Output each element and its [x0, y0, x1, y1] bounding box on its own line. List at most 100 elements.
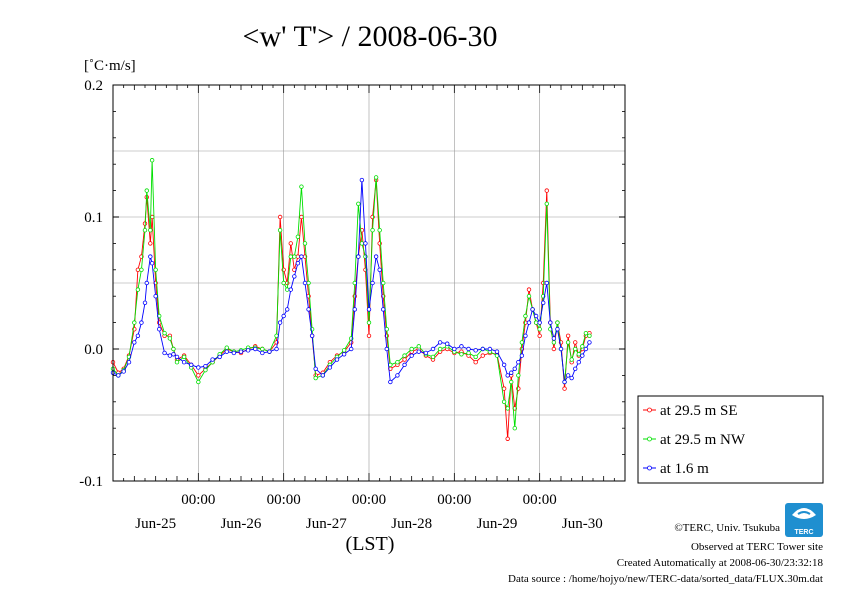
data-point — [224, 345, 229, 350]
data-point — [210, 357, 215, 362]
data-point — [544, 280, 549, 286]
data-point — [313, 375, 318, 381]
data-point — [430, 354, 436, 360]
data-point — [505, 373, 510, 378]
data-point — [142, 300, 148, 305]
footer-observed: Observed at TERC Tower site — [691, 541, 823, 553]
data-point — [505, 436, 510, 441]
data-point — [281, 313, 286, 319]
data-point — [144, 280, 149, 286]
legend-item: at 29.5 m SE — [643, 403, 738, 419]
data-point — [162, 330, 167, 336]
x-time-tick-label: 00:00 — [523, 492, 557, 508]
data-point — [139, 267, 144, 272]
x-day-label: Jun-28 — [391, 516, 432, 532]
data-point — [366, 307, 372, 312]
data-point — [573, 346, 578, 352]
data-point — [459, 352, 464, 357]
data-point — [569, 357, 574, 362]
data-point — [327, 365, 333, 370]
data-point — [299, 254, 304, 259]
data-point — [377, 267, 382, 272]
data-point — [224, 349, 229, 354]
data-point — [555, 327, 560, 332]
data-point — [583, 330, 589, 336]
data-point — [116, 373, 121, 378]
data-point — [277, 214, 283, 220]
data-point — [148, 227, 153, 233]
x-time-tick-label: 00:00 — [181, 492, 215, 508]
y-tick-label: 0.2 — [84, 78, 103, 94]
data-point — [580, 353, 585, 358]
data-point — [149, 261, 155, 266]
data-point — [551, 336, 557, 341]
data-point — [277, 227, 283, 233]
legend-label: at 29.5 m NW — [660, 432, 746, 448]
data-point — [181, 360, 187, 365]
x-time-tick-label: 00:00 — [437, 492, 471, 508]
data-point — [366, 320, 372, 325]
data-point — [306, 280, 311, 286]
data-point — [505, 406, 510, 411]
data-point — [162, 350, 167, 356]
data-point — [359, 177, 365, 183]
data-point — [231, 350, 237, 356]
data-point — [533, 313, 539, 319]
data-point — [313, 366, 318, 371]
data-point — [480, 346, 485, 352]
data-point — [292, 274, 297, 279]
data-point — [523, 333, 528, 338]
data-point — [409, 346, 414, 352]
data-point — [377, 227, 382, 233]
data-point — [562, 386, 567, 391]
x-day-label: Jun-27 — [306, 516, 347, 532]
data-point — [402, 353, 407, 358]
data-point — [519, 353, 525, 358]
data-point — [144, 188, 149, 193]
data-point — [281, 280, 286, 286]
data-point — [501, 399, 507, 404]
legend-item: at 1.6 m — [643, 461, 709, 477]
data-point — [203, 363, 208, 369]
data-point — [157, 327, 162, 332]
x-day-label: Jun-30 — [562, 516, 603, 532]
data-point — [135, 333, 141, 338]
data-point — [473, 354, 478, 360]
data-point — [277, 320, 283, 325]
data-point — [142, 227, 148, 233]
data-point — [533, 320, 539, 325]
data-point — [174, 360, 180, 365]
data-point — [523, 313, 528, 319]
legend-box — [637, 395, 824, 484]
legend-items: at 29.5 m SE at 29.5 m NW at 1.6 m — [643, 403, 746, 477]
data-point — [288, 241, 293, 246]
x-day-label: Jun-25 — [135, 516, 176, 532]
data-point — [359, 241, 365, 246]
data-point — [494, 349, 500, 354]
data-point — [544, 201, 549, 206]
legend-label: at 29.5 m SE — [660, 403, 738, 419]
data-point — [555, 320, 560, 325]
data-point — [196, 373, 201, 378]
data-point — [370, 280, 375, 286]
data-point — [526, 320, 532, 325]
series-line — [112, 180, 590, 384]
data-point — [509, 379, 514, 385]
data-point — [509, 370, 514, 375]
series-1 — [110, 177, 592, 441]
x-day-label: Jun-29 — [477, 516, 518, 532]
data-point — [370, 227, 375, 233]
y-axis-unit: [˚C·m/s] — [84, 58, 136, 74]
data-point — [167, 336, 173, 341]
x-axis-label: (LST) — [346, 533, 395, 555]
data-point — [519, 340, 525, 345]
data-point — [334, 357, 340, 362]
data-point — [363, 241, 368, 246]
data-point — [132, 320, 137, 325]
data-point — [573, 340, 578, 345]
data-point — [587, 333, 592, 338]
footer-source: Data source : /home/hojyo/new/TERC-data/… — [508, 573, 823, 585]
data-point — [341, 352, 347, 357]
data-point — [526, 294, 532, 299]
data-point — [121, 369, 126, 374]
